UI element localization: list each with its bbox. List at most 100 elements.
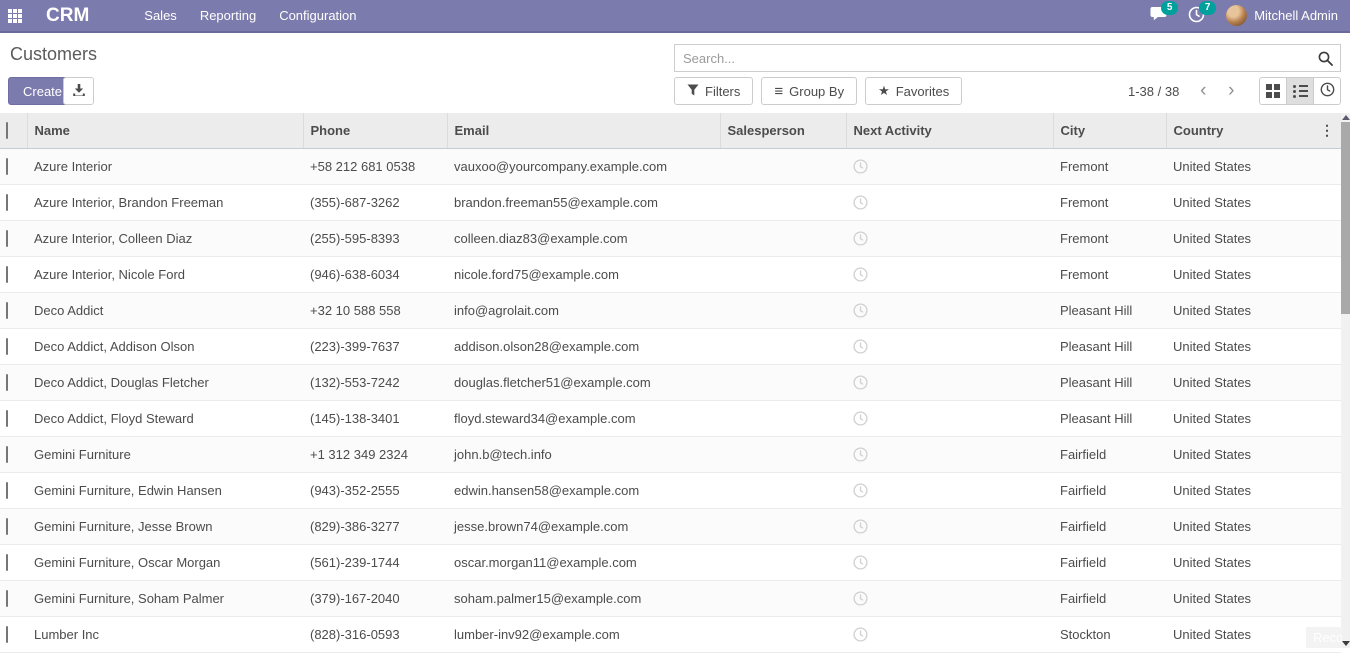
cell-country: United States	[1166, 436, 1271, 473]
brand-crm[interactable]: CRM	[46, 4, 90, 26]
scrollbar-down-icon[interactable]	[1342, 641, 1350, 646]
activity-clock-icon[interactable]	[853, 266, 868, 282]
column-header-phone[interactable]: Phone	[302, 113, 447, 149]
activity-view-button[interactable]	[1313, 77, 1341, 105]
row-checkbox[interactable]	[6, 373, 8, 391]
nav-menu-configuration[interactable]: Configuration	[279, 8, 357, 23]
activity-clock-icon[interactable]	[853, 518, 868, 534]
column-header-name[interactable]: Name	[26, 113, 303, 149]
column-header-city[interactable]: City	[1052, 113, 1166, 149]
activity-clock-icon[interactable]	[853, 194, 868, 210]
activity-clock-icon[interactable]	[853, 374, 868, 390]
cell-phone: +1 312 349 2324	[303, 436, 447, 473]
cell-city: Stockton	[1053, 616, 1166, 653]
kanban-view-button[interactable]	[1259, 77, 1287, 105]
pager-previous-button[interactable]: ‹	[1191, 79, 1215, 103]
table-row[interactable]: Gemini Furniture, Jesse Brown (829)-386-…	[0, 508, 1341, 545]
row-checkbox[interactable]	[6, 337, 8, 355]
cell-salesperson	[720, 580, 846, 617]
column-header-email[interactable]: Email	[446, 113, 720, 149]
row-checkbox[interactable]	[6, 265, 8, 283]
pager-next-button[interactable]: ›	[1219, 79, 1243, 103]
search-box	[674, 44, 1341, 72]
table-row[interactable]: Azure Interior, Brandon Freeman (355)-68…	[0, 184, 1341, 221]
user-avatar	[1226, 5, 1248, 26]
filter-funnel-icon	[687, 84, 699, 99]
group-by-button[interactable]: ≡ Group By	[761, 77, 858, 105]
cell-city: Pleasant Hill	[1053, 364, 1166, 401]
table-row[interactable]: Deco Addict, Douglas Fletcher (132)-553-…	[0, 364, 1341, 401]
export-button[interactable]	[63, 77, 94, 105]
row-checkbox[interactable]	[6, 157, 8, 175]
table-row[interactable]: Azure Interior, Colleen Diaz (255)-595-8…	[0, 220, 1341, 257]
activity-clock-icon[interactable]	[853, 482, 868, 498]
cell-next-activity	[846, 472, 1053, 509]
apps-menu-button[interactable]	[8, 0, 32, 31]
cell-name: Gemini Furniture, Oscar Morgan	[27, 544, 303, 581]
row-checkbox[interactable]	[6, 229, 8, 247]
cell-email: john.b@tech.info	[447, 436, 720, 473]
activity-clock-icon[interactable]	[853, 590, 868, 606]
row-checkbox[interactable]	[6, 589, 8, 607]
row-checkbox[interactable]	[6, 301, 8, 319]
cell-phone: (379)-167-2040	[303, 580, 447, 617]
column-header-country[interactable]: Country	[1165, 113, 1271, 149]
cell-country: United States	[1166, 544, 1271, 581]
cell-city: Fairfield	[1053, 472, 1166, 509]
table-row[interactable]: Gemini Furniture, Soham Palmer (379)-167…	[0, 580, 1341, 617]
user-name: Mitchell Admin	[1254, 8, 1338, 23]
search-icon[interactable]	[1318, 51, 1333, 69]
nav-menu-reporting[interactable]: Reporting	[199, 8, 257, 23]
messages-badge: 5	[1161, 0, 1179, 15]
cell-email: soham.palmer15@example.com	[447, 580, 720, 617]
scrollbar-up-icon[interactable]	[1342, 115, 1350, 120]
table-row[interactable]: Gemini Furniture, Oscar Morgan (561)-239…	[0, 544, 1341, 581]
row-checkbox[interactable]	[6, 481, 8, 499]
cell-next-activity	[846, 544, 1053, 581]
cell-country: United States	[1166, 508, 1271, 545]
cell-name: Deco Addict, Addison Olson	[27, 328, 303, 365]
table-row[interactable]: Azure Interior, Nicole Ford (946)-638-60…	[0, 256, 1341, 293]
activity-clock-icon[interactable]	[853, 554, 868, 570]
favorites-button[interactable]: ★ Favorites	[865, 77, 963, 105]
table-row[interactable]: Azure Interior +58 212 681 0538 vauxoo@y…	[0, 148, 1341, 185]
row-checkbox[interactable]	[6, 193, 8, 211]
row-checkbox[interactable]	[6, 409, 8, 427]
user-menu[interactable]: Mitchell Admin	[1226, 5, 1338, 26]
row-checkbox[interactable]	[6, 553, 8, 571]
vertical-scrollbar[interactable]	[1341, 113, 1350, 648]
activity-clock-icon[interactable]	[853, 338, 868, 354]
cell-name: Gemini Furniture	[27, 436, 303, 473]
activity-clock-icon[interactable]	[853, 158, 868, 174]
column-header-salesperson[interactable]: Salesperson	[719, 113, 846, 149]
table-row[interactable]: Deco Addict, Addison Olson (223)-399-763…	[0, 328, 1341, 365]
table-row[interactable]: Deco Addict, Floyd Steward (145)-138-340…	[0, 400, 1341, 437]
list-view-button[interactable]	[1286, 77, 1314, 105]
table-row[interactable]: Gemini Furniture +1 312 349 2324 john.b@…	[0, 436, 1341, 473]
scrollbar-thumb[interactable]	[1341, 122, 1350, 314]
table-row[interactable]: Gemini Furniture, Edwin Hansen (943)-352…	[0, 472, 1341, 509]
activity-clock-icon[interactable]	[853, 410, 868, 426]
column-header-next-activity[interactable]: Next Activity	[845, 113, 1053, 149]
row-checkbox[interactable]	[6, 445, 8, 463]
activities-menu-button[interactable]: 7	[1188, 0, 1217, 26]
cell-country: United States	[1166, 472, 1271, 509]
select-all-checkbox[interactable]	[6, 121, 8, 139]
cell-salesperson	[720, 220, 846, 257]
activity-clock-icon[interactable]	[853, 446, 868, 462]
activity-clock-icon[interactable]	[853, 302, 868, 318]
row-checkbox[interactable]	[6, 517, 8, 535]
table-row[interactable]: Lumber Inc (828)-316-0593 lumber-inv92@e…	[0, 616, 1341, 653]
cell-country: United States	[1166, 148, 1271, 185]
cell-city: Fremont	[1053, 256, 1166, 293]
nav-menu-sales[interactable]: Sales	[144, 8, 177, 23]
activity-clock-icon[interactable]	[853, 230, 868, 246]
table-row[interactable]: Deco Addict +32 10 588 558 info@agrolait…	[0, 292, 1341, 329]
row-checkbox[interactable]	[6, 625, 8, 643]
pager-range: 1-38 / 38	[1128, 83, 1180, 99]
activity-clock-icon[interactable]	[853, 626, 868, 642]
optional-columns-icon[interactable]: ⋮	[1320, 121, 1334, 138]
filters-button[interactable]: Filters	[674, 77, 754, 105]
messages-menu-button[interactable]: 5	[1150, 0, 1179, 26]
search-input[interactable]	[675, 45, 1340, 71]
